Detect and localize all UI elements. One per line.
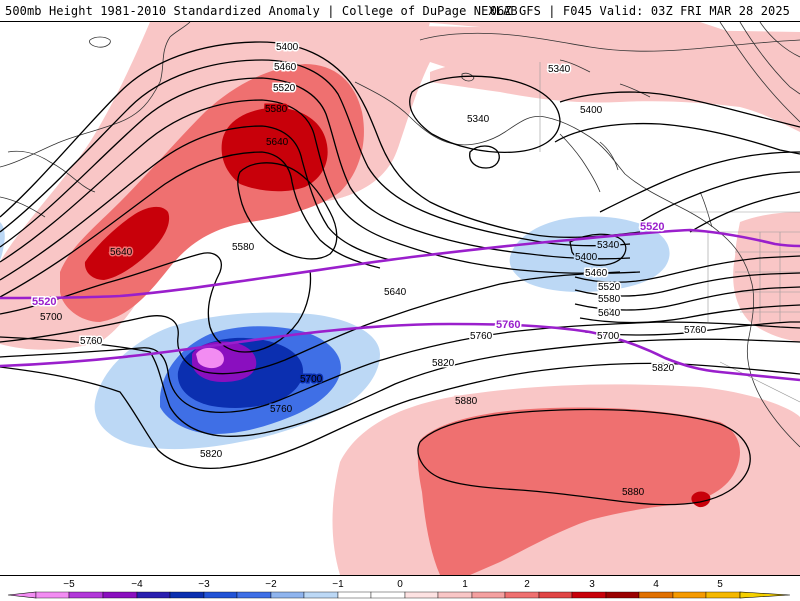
- swatch-neg05: [338, 592, 371, 598]
- swatch-neg1: [304, 592, 338, 598]
- label-5820-c: 5820: [652, 363, 675, 374]
- label-5880-a: 5880: [455, 396, 478, 407]
- purple-label-5520-east: 5520: [640, 221, 664, 233]
- tick-pos5: 5: [717, 579, 723, 590]
- label-5640-b: 5640: [110, 247, 133, 258]
- map-area: 5400 5460 5520 5580 5640 5340 5400 5340 …: [0, 22, 800, 575]
- swatch-pos45: [639, 592, 673, 598]
- swatch-pos25: [505, 592, 539, 598]
- label-5340-a: 5340: [548, 64, 571, 75]
- tick-neg5: −5: [63, 579, 75, 590]
- swatch-pos4: [606, 592, 639, 598]
- map-canvas: 5400 5460 5520 5580 5640 5340 5400 5340 …: [0, 22, 800, 575]
- swatch-neg3: [170, 592, 204, 598]
- tick-neg3: −3: [198, 579, 210, 590]
- swatch-pos55: [706, 592, 740, 598]
- colorbar-arrow-right: [740, 592, 790, 598]
- swatch-pos1: [405, 592, 438, 598]
- tick-neg2: −2: [265, 579, 277, 590]
- tick-pos4: 4: [653, 579, 659, 590]
- swatch-neg25: [204, 592, 237, 598]
- purple-label-5520-west: 5520: [32, 296, 56, 308]
- tick-pos2: 2: [524, 579, 530, 590]
- colorbar-arrow-left: [8, 592, 36, 598]
- swatch-pos3: [539, 592, 572, 598]
- colorbar: −5 −4 −3 −2 −1 0 1 2 3 4 5: [0, 575, 800, 600]
- label-5460-b: 5460: [585, 268, 608, 279]
- colorbar-canvas: −5 −4 −3 −2 −1 0 1 2 3 4 5: [0, 576, 800, 601]
- label-5400-b: 5400: [580, 105, 603, 116]
- swatch-pos05: [371, 592, 405, 598]
- swatch-neg4: [103, 592, 137, 598]
- label-5760-d: 5760: [470, 331, 493, 342]
- swatch-neg2: [237, 592, 271, 598]
- tick-pos3: 3: [589, 579, 595, 590]
- label-5400-a: 5400: [276, 42, 299, 53]
- label-5340-c: 5340: [597, 240, 620, 251]
- swatch-neg45: [69, 592, 103, 598]
- label-5580-c: 5580: [598, 294, 621, 305]
- label-5400-c: 5400: [575, 252, 598, 263]
- swatch-pos5: [673, 592, 706, 598]
- label-5700-a: 5700: [40, 312, 63, 323]
- map-header: 500mb Height 1981-2010 Standardized Anom…: [0, 0, 800, 22]
- tick-neg1: −1: [332, 579, 344, 590]
- label-5640-c: 5640: [384, 287, 407, 298]
- label-5340-b: 5340: [467, 114, 490, 125]
- purple-label-5760: 5760: [496, 319, 520, 331]
- label-5580-b: 5580: [232, 242, 255, 253]
- swatch-pos35: [572, 592, 606, 598]
- label-5520-a: 5520: [273, 83, 296, 94]
- swatch-pos15: [438, 592, 472, 598]
- label-5520-b: 5520: [598, 282, 621, 293]
- label-5460-a: 5460: [274, 62, 297, 73]
- tick-neg4: −4: [131, 579, 143, 590]
- model-run-info: 06Z GFS | F045 Valid: 03Z FRI MAR 28 202…: [490, 5, 790, 17]
- label-5640-d: 5640: [598, 308, 621, 319]
- tick-pos1: 1: [462, 579, 468, 590]
- map-title: 500mb Height 1981-2010 Standardized Anom…: [5, 5, 518, 17]
- tick-zero: 0: [397, 579, 403, 590]
- swatch-pos2: [472, 592, 505, 598]
- swatch-neg15: [271, 592, 304, 598]
- label-5700-c: 5700: [597, 331, 620, 342]
- swatch-neg35: [137, 592, 170, 598]
- label-5640-a: 5640: [266, 137, 289, 148]
- label-5760-b: 5760: [270, 404, 293, 415]
- label-5820-b: 5820: [432, 358, 455, 369]
- label-5880-b: 5880: [622, 487, 645, 498]
- label-5760-c: 5760: [684, 325, 707, 336]
- label-5760-a: 5760: [80, 336, 103, 347]
- swatch-neg5: [36, 592, 69, 598]
- label-5580-a: 5580: [265, 104, 288, 115]
